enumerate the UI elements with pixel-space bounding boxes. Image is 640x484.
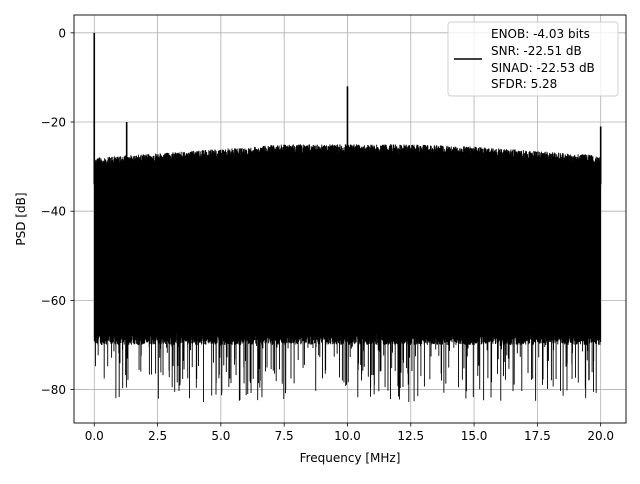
x-tick-label: 15.0 (461, 429, 488, 443)
legend-entry-enob: ENOB: -4.03 bits (491, 27, 590, 41)
legend: ENOB: -4.03 bits SNR: -22.51 dB SINAD: -… (447, 21, 619, 97)
x-axis-label: Frequency [MHz] (300, 451, 401, 465)
x-tick-label: 2.5 (148, 429, 167, 443)
y-tick-label: −40 (41, 205, 66, 219)
legend-entry-sinad: SINAD: -22.53 dB (491, 61, 595, 75)
x-tick-label: 7.5 (275, 429, 294, 443)
legend-entry-sfdr: SFDR: 5.28 (491, 77, 557, 91)
x-tick-label: 0.0 (85, 429, 104, 443)
x-tick-label: 10.0 (334, 429, 361, 443)
plot-frame (73, 14, 627, 424)
noise-floor-band (94, 166, 601, 319)
data-layer (93, 32, 602, 402)
legend-entry-snr: SNR: -22.51 dB (491, 44, 582, 58)
y-tick-label: −60 (41, 294, 66, 308)
x-tick-label: 20.0 (587, 429, 614, 443)
y-tick-label: 0 (58, 26, 66, 40)
x-tick-label: 12.5 (397, 429, 424, 443)
x-tick-label: 17.5 (524, 429, 551, 443)
legend-box (447, 21, 619, 97)
y-tick-label: −20 (41, 116, 66, 130)
y-axis-label: PSD [dB] (14, 192, 28, 245)
tick-layer: 0.0 2.5 5.0 7.5 10.0 12.5 15.0 17.5 20.0 0 −20 −40 −… (41, 26, 614, 443)
x-tick-label: 5.0 (211, 429, 230, 443)
y-tick-label: −80 (41, 383, 66, 397)
